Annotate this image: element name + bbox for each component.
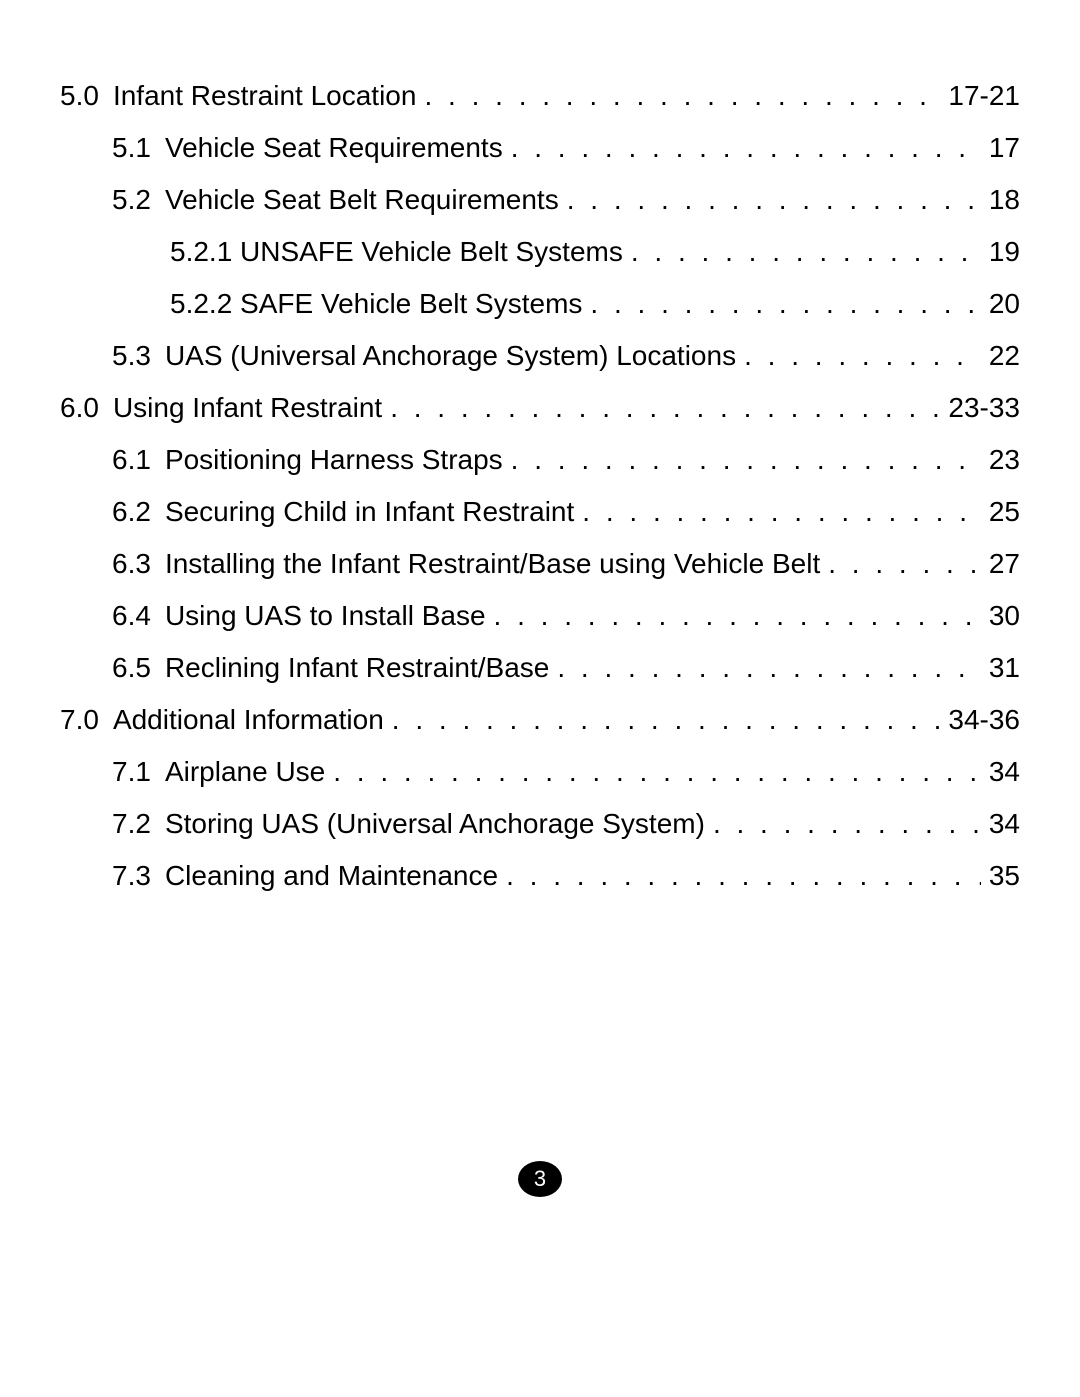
toc-entry-title: Reclining Infant Restraint/Base (165, 652, 549, 684)
toc-entry: 6.2 Securing Child in Infant Restraint . … (112, 496, 1020, 528)
toc-entry-title: Vehicle Seat Requirements (165, 132, 503, 164)
toc-leader-dots: . . . . . . . . . . . . . . . . . . . . … (567, 184, 981, 216)
toc-entry-number: 5.2 (112, 184, 151, 216)
toc-entry-number: 7.3 (112, 860, 151, 892)
toc-leader-dots: . . . . . . . . . . . . . . . . . . . . … (713, 808, 981, 840)
toc-leader-dots: . . . . . . . . . . . . . . . . . . . . … (392, 704, 941, 736)
toc-entry: 5.2.1 UNSAFE Vehicle Belt Systems . . . … (170, 236, 1020, 268)
toc-entry: 6.4 Using UAS to Install Base . . . . . .… (112, 600, 1020, 632)
toc-leader-dots: . . . . . . . . . . . . . . . . . . . . … (511, 132, 981, 164)
toc-entry-number: 5.0 (60, 80, 99, 112)
toc-entry: 6.5 Reclining Infant Restraint/Base . . .… (112, 652, 1020, 684)
toc-entry-title: UAS (Universal Anchorage System) Locatio… (165, 340, 736, 372)
toc-entry-page: 34-36 (948, 704, 1020, 736)
toc-entry-page: 31 (989, 652, 1020, 684)
toc-entry-page: 23-33 (948, 392, 1020, 424)
toc-entry-number: 5.1 (112, 132, 151, 164)
toc-leader-dots: . . . . . . . . . . . . . . . . . . . . … (631, 236, 981, 268)
toc-entry-page: 20 (989, 288, 1020, 320)
toc-entry-title: Installing the Infant Restraint/Base usi… (165, 548, 820, 580)
toc-entry-page: 18 (989, 184, 1020, 216)
toc-leader-dots: . . . . . . . . . . . . . . . . . . . . … (494, 600, 981, 632)
toc-entry-title: Infant Restraint Location (113, 80, 417, 112)
toc-entry-page: 30 (989, 600, 1020, 632)
toc-entry-number: 7.1 (112, 756, 151, 788)
toc-entry-title: Airplane Use (165, 756, 325, 788)
toc-entry-title: Additional Information (113, 704, 384, 736)
toc-leader-dots: . . . . . . . . . . . . . . . . . . . . … (582, 496, 981, 528)
toc-entry-number: 6.2 (112, 496, 151, 528)
toc-entry: 7.1 Airplane Use . . . . . . . . . . . . … (112, 756, 1020, 788)
toc-entry-number: 6.3 (112, 548, 151, 580)
toc-entry-page: 35 (989, 860, 1020, 892)
toc-entry-page: 17 (989, 132, 1020, 164)
toc-entry-title: Using Infant Restraint (113, 392, 382, 424)
toc-entry-page: 23 (989, 444, 1020, 476)
toc-entry-page: 25 (989, 496, 1020, 528)
toc-entry-number: 6.5 (112, 652, 151, 684)
toc-entry-number: 7.0 (60, 704, 99, 736)
toc-leader-dots: . . . . . . . . . . . . . . . . . . . . … (744, 340, 981, 372)
toc-entry-title: Positioning Harness Straps (165, 444, 503, 476)
toc-entry-page: 34 (989, 756, 1020, 788)
toc-entry-number: 7.2 (112, 808, 151, 840)
toc-entry: 6.0 Using Infant Restraint . . . . . . . … (60, 392, 1020, 424)
toc-entry-page: 19 (989, 236, 1020, 268)
toc-entry-title: Cleaning and Maintenance (165, 860, 498, 892)
toc-entry-page: 34 (989, 808, 1020, 840)
toc-entry-page: 27 (989, 548, 1020, 580)
toc-leader-dots: . . . . . . . . . . . . . . . . . . . . … (333, 756, 981, 788)
table-of-contents: 5.0 Infant Restraint Location . . . . . .… (60, 80, 1020, 892)
toc-entry-title: 5.2.2 SAFE Vehicle Belt Systems (170, 288, 582, 320)
toc-leader-dots: . . . . . . . . . . . . . . . . . . . . … (590, 288, 980, 320)
page-number: 3 (534, 1166, 546, 1192)
toc-entry: 7.3 Cleaning and Maintenance . . . . . . … (112, 860, 1020, 892)
toc-leader-dots: . . . . . . . . . . . . . . . . . . . . … (424, 80, 940, 112)
toc-leader-dots: . . . . . . . . . . . . . . . . . . . . … (506, 860, 981, 892)
toc-entry-title: 5.2.1 UNSAFE Vehicle Belt Systems (170, 236, 623, 268)
toc-entry: 5.0 Infant Restraint Location . . . . . .… (60, 80, 1020, 112)
toc-entry-title: Vehicle Seat Belt Requirements (165, 184, 559, 216)
toc-leader-dots: . . . . . . . . . . . . . . . . . . . . … (828, 548, 981, 580)
toc-entry-page: 17-21 (948, 80, 1020, 112)
page-number-badge: 3 (518, 1161, 562, 1197)
toc-entry: 5.3 UAS (Universal Anchorage System) Loca… (112, 340, 1020, 372)
toc-entry-title: Storing UAS (Universal Anchorage System) (165, 808, 705, 840)
toc-entry-title: Securing Child in Infant Restraint (165, 496, 574, 528)
toc-entry-page: 22 (989, 340, 1020, 372)
toc-entry: 5.1 Vehicle Seat Requirements . . . . . .… (112, 132, 1020, 164)
toc-entry: 5.2 Vehicle Seat Belt Requirements . . . … (112, 184, 1020, 216)
toc-entry: 7.0 Additional Information . . . . . . . … (60, 704, 1020, 736)
toc-entry-number: 6.1 (112, 444, 151, 476)
toc-leader-dots: . . . . . . . . . . . . . . . . . . . . … (390, 392, 940, 424)
toc-entry: 6.3 Installing the Infant Restraint/Base … (112, 548, 1020, 580)
toc-leader-dots: . . . . . . . . . . . . . . . . . . . . … (511, 444, 981, 476)
toc-entry: 5.2.2 SAFE Vehicle Belt Systems . . . . … (170, 288, 1020, 320)
toc-entry-number: 6.0 (60, 392, 99, 424)
toc-entry: 6.1 Positioning Harness Straps . . . . . … (112, 444, 1020, 476)
toc-leader-dots: . . . . . . . . . . . . . . . . . . . . … (557, 652, 980, 684)
toc-entry-title: Using UAS to Install Base (165, 600, 486, 632)
toc-entry-number: 5.3 (112, 340, 151, 372)
toc-entry-number: 6.4 (112, 600, 151, 632)
toc-entry: 7.2 Storing UAS (Universal Anchorage Syst… (112, 808, 1020, 840)
